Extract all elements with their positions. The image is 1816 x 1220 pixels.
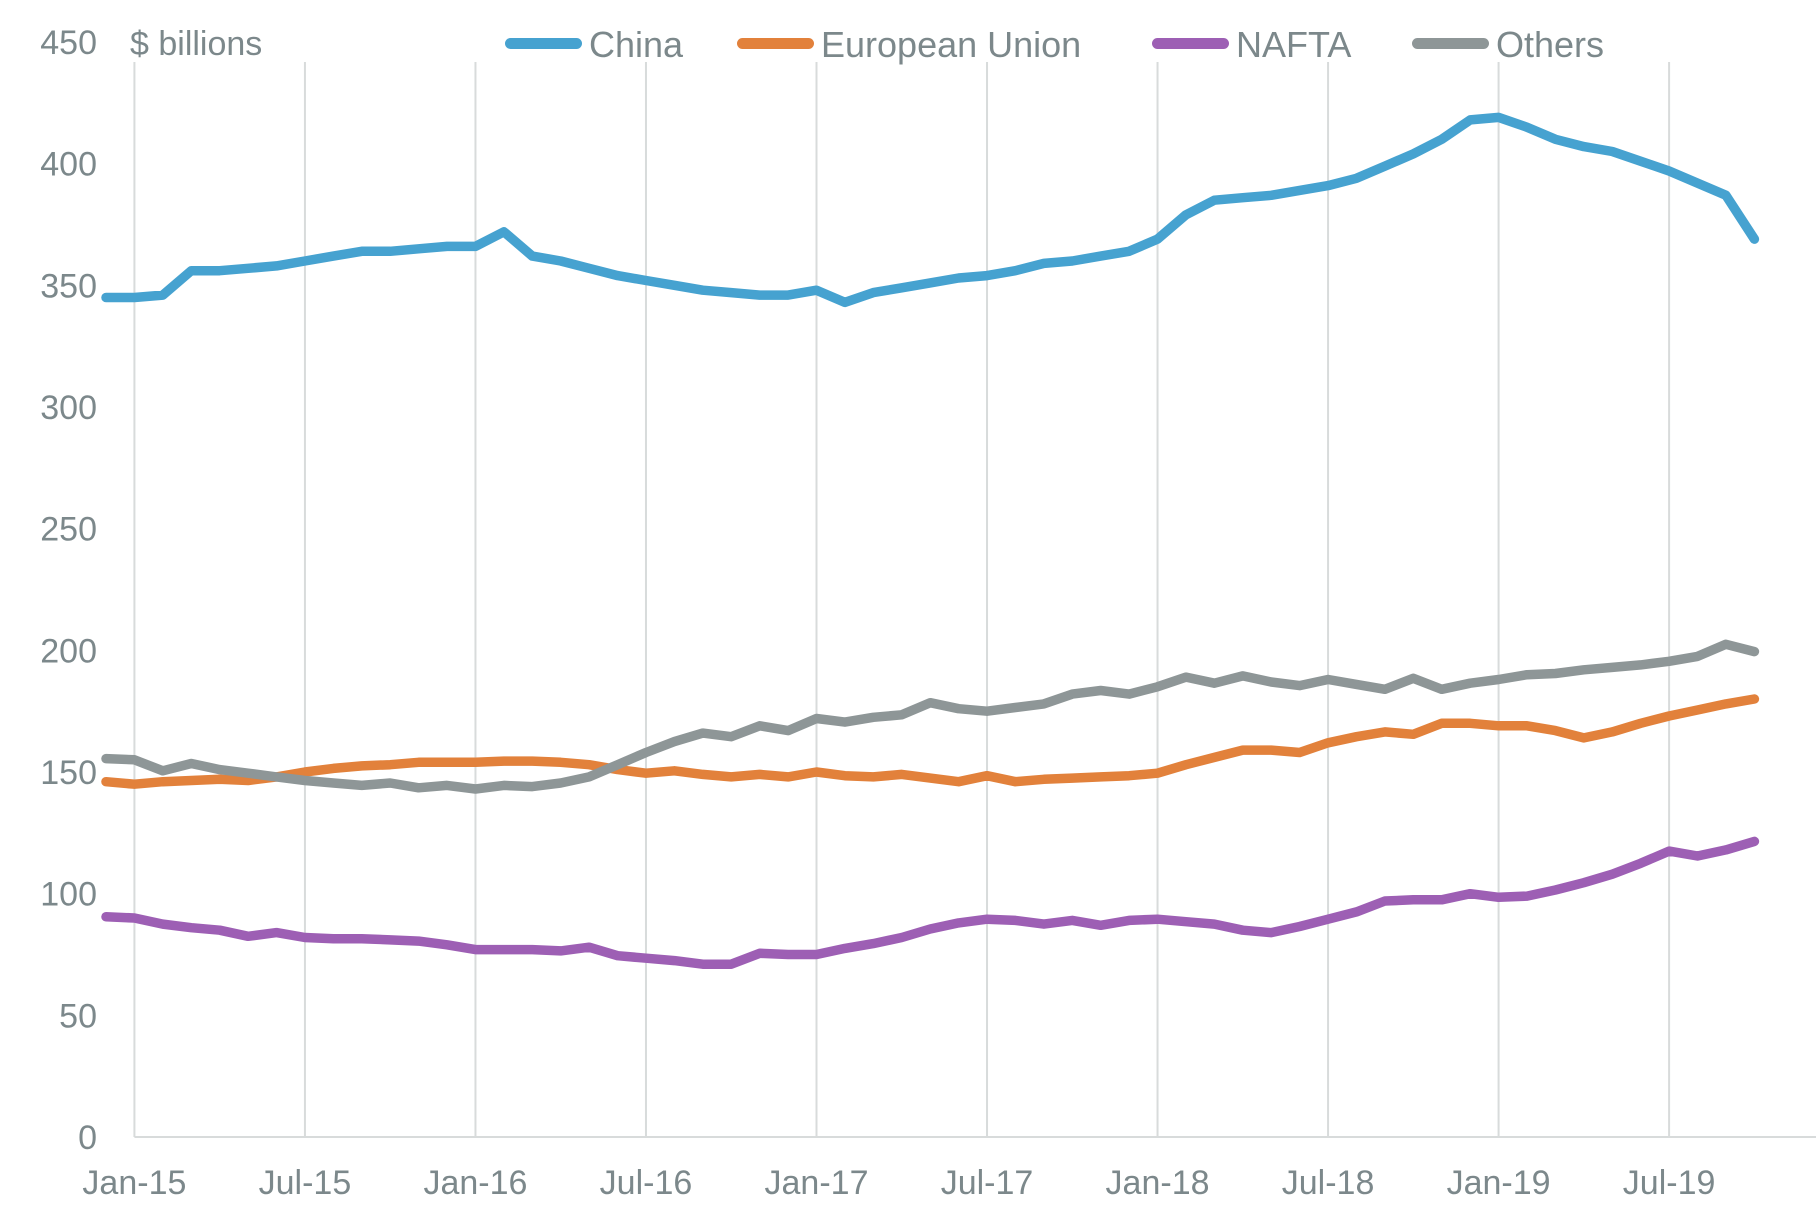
x-tick-label: Jul-15 bbox=[259, 1164, 352, 1202]
legend-swatch-china bbox=[505, 38, 582, 49]
legend-swatch-nafta bbox=[1152, 38, 1229, 49]
series-line-nafta bbox=[101, 836, 1760, 969]
x-tick-label: Jan-15 bbox=[82, 1164, 186, 1202]
x-axis-tick-labels: Jan-15 Jul-15 Jan-16 Jul-16 Jan-17 Jul-17 Jan-… bbox=[82, 1164, 1715, 1202]
legend: China European Union NAFTA Others bbox=[505, 24, 1604, 65]
x-tick-label: Jan-16 bbox=[423, 1164, 527, 1202]
legend-label-european-union: European Union bbox=[821, 24, 1081, 65]
x-tick-label: Jan-17 bbox=[765, 1164, 869, 1202]
y-tick-label: 0 bbox=[78, 1119, 97, 1157]
y-tick-label: 150 bbox=[40, 754, 97, 792]
legend-label-nafta: NAFTA bbox=[1236, 24, 1351, 65]
x-tick-label: Jul-19 bbox=[1623, 1164, 1716, 1202]
legend-label-others: Others bbox=[1496, 24, 1604, 65]
series-line-others bbox=[101, 639, 1760, 794]
x-tick-label: Jul-18 bbox=[1282, 1164, 1375, 1202]
unit-label: $ billions bbox=[130, 25, 262, 63]
y-tick-label: 200 bbox=[40, 632, 97, 670]
x-tick-label: Jan-18 bbox=[1106, 1164, 1210, 1202]
y-tick-label: 350 bbox=[40, 267, 97, 305]
y-tick-label: 250 bbox=[40, 511, 97, 549]
series-line-european-union bbox=[101, 694, 1760, 789]
y-tick-label: 100 bbox=[40, 876, 97, 914]
y-tick-label: 450 bbox=[40, 24, 97, 62]
legend-swatch-others bbox=[1412, 38, 1489, 49]
legend-label-china: China bbox=[589, 24, 684, 65]
x-tick-label: Jul-17 bbox=[941, 1164, 1034, 1202]
x-tick-label: Jan-19 bbox=[1447, 1164, 1551, 1202]
legend-swatch-european-union bbox=[737, 38, 814, 49]
gridlines bbox=[133, 62, 1671, 1137]
series-lines bbox=[101, 112, 1760, 969]
y-tick-label: 400 bbox=[40, 146, 97, 184]
y-tick-label: 50 bbox=[59, 997, 97, 1035]
y-axis-tick-labels: 0 50 100 150 200 250 300 350 400 450 bbox=[40, 24, 97, 1157]
x-tick-label: Jul-16 bbox=[600, 1164, 693, 1202]
series-line-china bbox=[101, 112, 1760, 308]
y-tick-label: 300 bbox=[40, 389, 97, 427]
